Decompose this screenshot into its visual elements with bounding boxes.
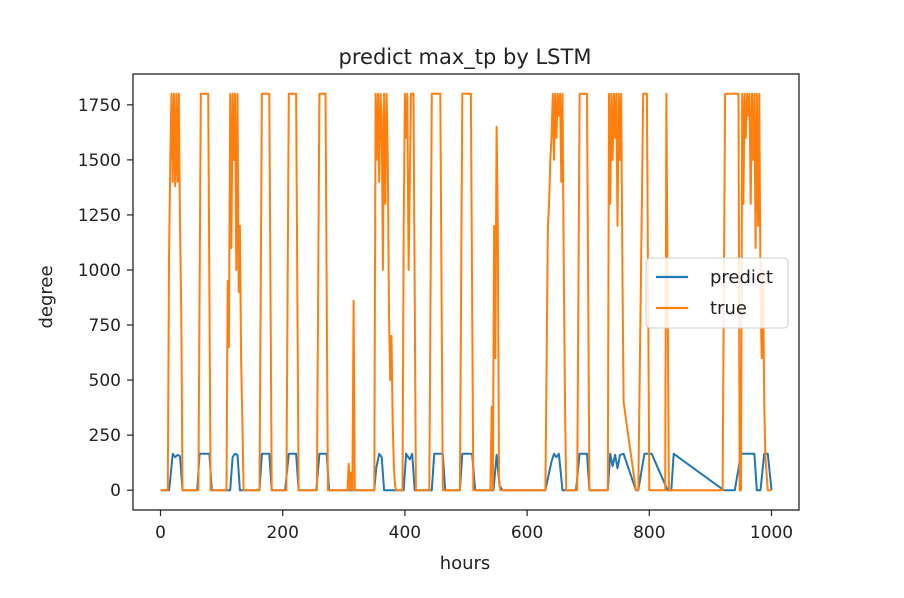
x-tick-label: 400 (389, 523, 421, 543)
y-axis-label: degree (36, 265, 57, 328)
legend-label-true: true (710, 298, 747, 319)
axes: 0 200 400 600 800 1000 0 250 500 750 1000 1250 1500 1… (78, 73, 800, 543)
y-tick-label: 250 (89, 426, 121, 446)
y-tick-label: 1250 (78, 206, 121, 226)
y-tick-label: 1500 (78, 151, 121, 171)
y-tick-label: 750 (89, 316, 121, 336)
x-tick-label: 600 (511, 523, 543, 543)
axes-frame (132, 73, 800, 511)
series-line-predict (160, 452, 773, 492)
y-tick-label: 0 (110, 481, 121, 501)
y-tick-label: 1750 (78, 96, 121, 116)
x-tick-label: 1000 (750, 523, 793, 543)
legend-box (645, 257, 789, 329)
y-tick-label: 1000 (78, 261, 121, 281)
chart-title: predict max_tp by LSTM (339, 45, 592, 70)
x-tick-label: 800 (633, 523, 665, 543)
x-tick-label: 0 (155, 523, 166, 543)
y-tick-label: 500 (89, 371, 121, 391)
legend: predict true (645, 257, 789, 329)
x-axis-label: hours (440, 553, 491, 574)
series-layer (160, 92, 773, 492)
series-line-true (160, 92, 772, 492)
x-tick-label: 200 (266, 523, 298, 543)
legend-label-predict: predict (710, 267, 773, 288)
